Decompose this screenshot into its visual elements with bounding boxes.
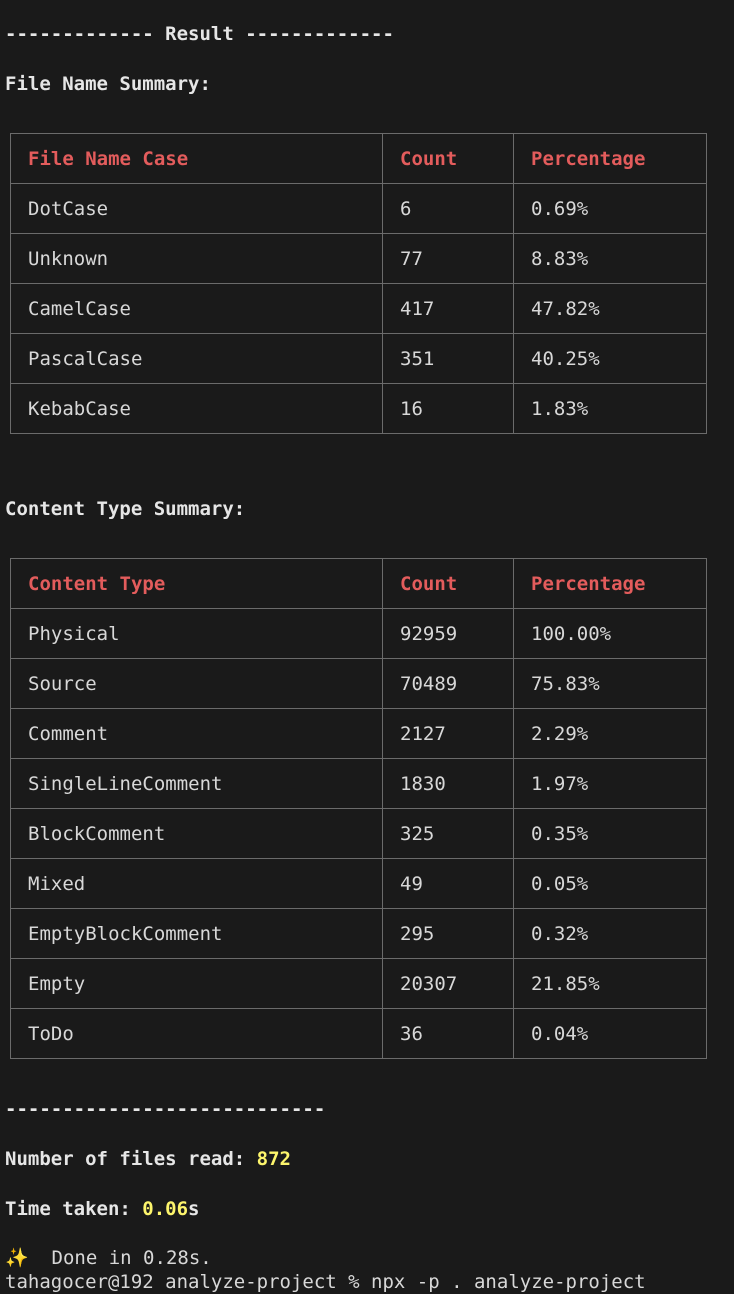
files-read-value: 872 [256, 1148, 291, 1170]
shell-prompt[interactable]: tahagocer@192 analyze-project % npx -p .… [5, 1271, 646, 1293]
done-text: Done in 0.28s. [28, 1247, 212, 1269]
table-cell: Physical [10, 608, 383, 659]
table-row: PascalCase 351 40.25% [10, 333, 707, 384]
table-row: Mixed 49 0.05% [10, 858, 707, 909]
table-cell: 92959 [382, 608, 514, 659]
table-cell: Comment [10, 708, 383, 759]
table-cell: 36 [382, 1008, 514, 1059]
table-cell: 295 [382, 908, 514, 959]
table-cell: 1830 [382, 758, 514, 809]
content-type-summary-title: Content Type Summary: [5, 498, 246, 520]
table-cell: 351 [382, 333, 514, 384]
table-cell: 16 [382, 383, 514, 434]
table-cell: PascalCase [10, 333, 383, 384]
table-cell: 6 [382, 183, 514, 234]
table-cell: BlockComment [10, 808, 383, 859]
time-taken-value: 0.06 [142, 1198, 189, 1220]
time-taken-line: Time taken: 0.06s [5, 1197, 200, 1221]
table-cell: 21.85% [513, 958, 707, 1009]
table-row: Unknown 77 8.83% [10, 233, 707, 284]
sparkles-icon: ✨ [5, 1247, 29, 1269]
table-row: Source 70489 75.83% [10, 658, 707, 709]
table-cell: 49 [382, 858, 514, 909]
table-cell: 2127 [382, 708, 514, 759]
table-cell: 1.97% [513, 758, 707, 809]
file-name-summary-table: File Name Case Count Percentage DotCase 6 0.6… [10, 133, 707, 434]
table-cell: EmptyBlockComment [10, 908, 383, 959]
time-taken-label: Time taken: [5, 1198, 143, 1220]
table-cell: 0.05% [513, 858, 707, 909]
file-name-summary-title: File Name Summary: [5, 73, 211, 95]
table-cell: 0.35% [513, 808, 707, 859]
table-cell: 0.69% [513, 183, 707, 234]
table-cell: 1.83% [513, 383, 707, 434]
table-row: DotCase 6 0.69% [10, 183, 707, 234]
file-name-header-cell: File Name Case [10, 133, 383, 184]
time-taken-unit: s [188, 1198, 200, 1220]
table-cell: 417 [382, 283, 514, 334]
table-cell: CamelCase [10, 283, 383, 334]
files-read-label: Number of files read: [5, 1148, 257, 1170]
table-cell: 75.83% [513, 658, 707, 709]
table-cell: KebabCase [10, 383, 383, 434]
table-row: KebabCase 16 1.83% [10, 383, 707, 434]
table-cell: 70489 [382, 658, 514, 709]
table-cell: 8.83% [513, 233, 707, 284]
table-cell: 20307 [382, 958, 514, 1009]
file-name-header-cell: Count [382, 133, 514, 184]
files-read-line: Number of files read: 872 [5, 1147, 291, 1171]
table-row: CamelCase 417 47.82% [10, 283, 707, 334]
content-type-summary-table: Content Type Count Percentage Physical 92959… [10, 558, 707, 1059]
table-cell: SingleLineComment [10, 758, 383, 809]
table-cell: 100.00% [513, 608, 707, 659]
file-name-header-row: File Name Case Count Percentage [10, 133, 707, 184]
table-cell: Unknown [10, 233, 383, 284]
table-row: ToDo 36 0.04% [10, 1008, 707, 1059]
table-cell: 77 [382, 233, 514, 284]
table-cell: DotCase [10, 183, 383, 234]
table-cell: ToDo [10, 1008, 383, 1059]
table-cell: Mixed [10, 858, 383, 909]
table-cell: Source [10, 658, 383, 709]
content-type-header-row: Content Type Count Percentage [10, 558, 707, 609]
result-header: ------------- Result ------------- [5, 23, 394, 45]
done-line: ✨ Done in 0.28s. [5, 1246, 212, 1270]
table-cell: 0.04% [513, 1008, 707, 1059]
table-cell: 2.29% [513, 708, 707, 759]
content-type-header-cell: Count [382, 558, 514, 609]
table-cell: 40.25% [513, 333, 707, 384]
table-row: BlockComment 325 0.35% [10, 808, 707, 859]
table-row: Comment 2127 2.29% [10, 708, 707, 759]
table-row: SingleLineComment 1830 1.97% [10, 758, 707, 809]
divider: ---------------------------- [5, 1098, 326, 1120]
table-cell: 47.82% [513, 283, 707, 334]
table-row: EmptyBlockComment 295 0.32% [10, 908, 707, 959]
table-cell: Empty [10, 958, 383, 1009]
file-name-header-cell: Percentage [513, 133, 707, 184]
table-row: Empty 20307 21.85% [10, 958, 707, 1009]
table-cell: 325 [382, 808, 514, 859]
table-row: Physical 92959 100.00% [10, 608, 707, 659]
content-type-header-cell: Percentage [513, 558, 707, 609]
table-cell: 0.32% [513, 908, 707, 959]
content-type-header-cell: Content Type [10, 558, 383, 609]
